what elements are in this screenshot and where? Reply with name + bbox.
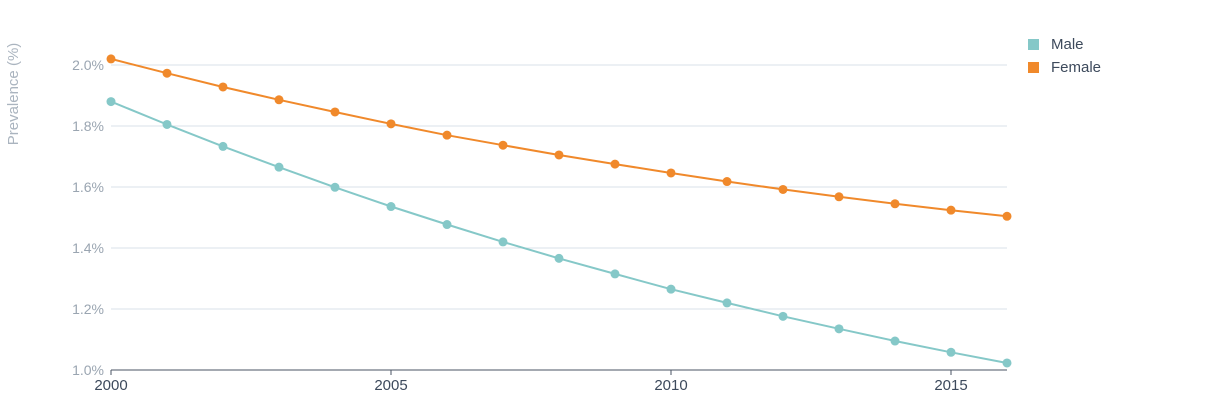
y-axis-title: Prevalence (%) — [5, 43, 22, 146]
data-point-male — [890, 336, 900, 346]
data-point-female — [722, 177, 732, 187]
legend-swatch-female — [1028, 62, 1039, 73]
y-tick-label: 1.0% — [72, 362, 104, 378]
data-point-male — [498, 237, 508, 247]
data-point-female — [442, 130, 452, 140]
legend-swatch-male — [1028, 39, 1039, 50]
data-point-male — [666, 284, 676, 294]
data-point-female — [386, 119, 396, 129]
data-point-male — [218, 141, 228, 151]
data-point-male — [610, 269, 620, 279]
legend-item-female[interactable]: Female — [1028, 56, 1101, 79]
data-point-female — [106, 54, 116, 64]
x-tick-label: 2000 — [94, 377, 127, 394]
data-point-female — [666, 168, 676, 178]
gridlines — [111, 64, 1007, 371]
data-point-female — [610, 159, 620, 169]
data-point-male — [106, 97, 116, 107]
y-tick-label: 1.6% — [72, 179, 104, 195]
chart-legend: Male Female — [1028, 33, 1101, 79]
data-point-male — [834, 324, 844, 334]
data-point-male — [442, 220, 452, 230]
data-point-female — [554, 150, 564, 160]
data-point-female — [946, 205, 956, 215]
axes: 1.0% 1.2% 1.4% 1.6% 1.8% 2.0% 2000 2005 2010 2015 — [72, 57, 968, 394]
series-line-male — [110, 100, 1008, 364]
data-point-male — [554, 253, 564, 263]
legend-label-female: Female — [1051, 59, 1102, 76]
data-point-male — [946, 347, 956, 357]
data-points — [106, 54, 1012, 368]
data-point-female — [834, 192, 844, 202]
series-line-female — [110, 57, 1008, 218]
data-point-female — [330, 107, 340, 117]
data-point-female — [890, 199, 900, 209]
data-point-male — [778, 311, 788, 321]
series-lines — [110, 57, 1008, 364]
data-point-male — [1002, 358, 1012, 368]
x-tick-label: 2005 — [374, 377, 407, 394]
legend-item-male[interactable]: Male — [1028, 33, 1101, 56]
data-point-female — [1002, 211, 1012, 221]
y-tick-label: 1.8% — [72, 118, 104, 134]
data-point-male — [274, 162, 284, 172]
x-tick-label: 2010 — [654, 377, 687, 394]
data-point-male — [330, 182, 340, 192]
data-point-female — [498, 140, 508, 150]
y-tick-label: 2.0% — [72, 57, 104, 73]
data-point-female — [274, 95, 284, 105]
data-point-male — [386, 202, 396, 212]
x-tick-label: 2015 — [934, 377, 967, 394]
data-point-male — [722, 298, 732, 308]
y-tick-label: 1.4% — [72, 240, 104, 256]
data-point-female — [162, 68, 172, 78]
legend-label-male: Male — [1051, 36, 1084, 53]
data-point-male — [162, 119, 172, 129]
y-tick-label: 1.2% — [72, 301, 104, 317]
data-point-female — [218, 82, 228, 92]
data-point-female — [778, 184, 788, 194]
